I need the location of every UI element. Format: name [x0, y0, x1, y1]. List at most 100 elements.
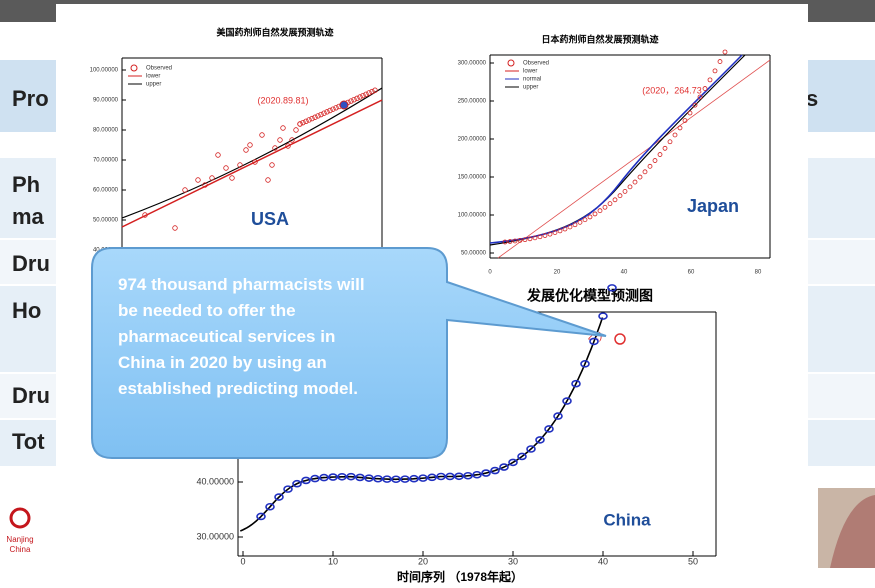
point	[247, 142, 253, 148]
point	[517, 237, 523, 243]
point	[697, 94, 703, 100]
point	[327, 107, 333, 114]
point	[363, 91, 369, 97]
point	[315, 113, 321, 119]
y-tick-label: 90.00000	[93, 98, 119, 104]
row-label: Ho	[12, 298, 41, 323]
point	[445, 472, 455, 481]
point	[256, 512, 266, 521]
point	[277, 137, 283, 143]
point	[532, 235, 538, 241]
row-label: Tot	[12, 429, 45, 454]
trend-curve	[121, 87, 383, 219]
y-tick-label: 100.00000	[458, 213, 487, 219]
y-tick-label: 60.00000	[93, 188, 119, 194]
row-label: Dru	[12, 383, 50, 408]
x-tick-label: 20	[418, 556, 428, 566]
point	[582, 217, 588, 223]
highlight-point	[614, 333, 626, 345]
callout-text: 974 thousand pharmacists will be needed …	[118, 272, 438, 402]
point	[265, 502, 275, 511]
point	[522, 237, 528, 243]
point	[285, 143, 291, 149]
header-text: s	[806, 86, 818, 111]
point	[687, 110, 693, 116]
point	[436, 472, 446, 481]
point	[553, 412, 563, 420]
point	[667, 139, 673, 145]
point	[617, 193, 623, 199]
trend-line	[121, 99, 383, 228]
point	[360, 92, 366, 99]
point	[337, 472, 347, 481]
legend-label: Observed	[523, 61, 549, 67]
point	[229, 175, 235, 181]
legend-label: Observed	[146, 66, 172, 72]
japan-title: 日本药剂师自然发展预测轨迹	[541, 33, 658, 44]
point	[607, 201, 613, 207]
point	[508, 458, 518, 467]
point	[672, 132, 678, 138]
point	[567, 224, 573, 230]
point	[292, 479, 302, 488]
callout-line: 974 thousand pharmacists will	[118, 275, 365, 294]
point	[481, 469, 491, 477]
y-tick-label: 30.00000	[196, 531, 234, 541]
china-title: 发展优化模型预测图	[526, 288, 653, 304]
point	[310, 474, 320, 483]
row-label: Dru	[12, 251, 50, 276]
y-tick-label: 70.00000	[93, 158, 119, 164]
point	[202, 182, 208, 188]
point	[598, 312, 608, 320]
point	[215, 152, 221, 158]
point	[682, 118, 688, 124]
point	[301, 476, 311, 485]
point	[642, 169, 648, 175]
japan-annotation: (2020，264.73	[642, 85, 702, 95]
y-tick-label: 100.00000	[90, 68, 119, 74]
point	[427, 473, 437, 482]
point	[602, 204, 608, 210]
usa-label: USA	[251, 209, 289, 229]
point	[333, 105, 339, 111]
point	[319, 473, 329, 482]
japan-label: Japan	[687, 196, 739, 216]
legend-label: lower	[146, 74, 160, 80]
point	[577, 219, 583, 225]
legend-label: upper	[523, 85, 538, 91]
point	[547, 231, 553, 237]
flower-petal	[830, 495, 875, 568]
point	[369, 88, 375, 95]
point	[409, 474, 419, 483]
usa-annotation: (2020.89.81)	[257, 95, 308, 105]
point	[652, 158, 658, 163]
point	[632, 179, 638, 185]
point	[303, 118, 309, 124]
point	[293, 127, 299, 133]
point	[289, 137, 295, 143]
point	[472, 470, 482, 479]
logo-text: Nanjing	[6, 535, 33, 544]
point	[512, 238, 518, 244]
point	[580, 360, 590, 368]
point	[502, 239, 508, 245]
point	[172, 225, 178, 231]
callout-line: China in 2020 by using an	[118, 353, 327, 372]
point	[507, 239, 513, 244]
y-tick-label: 300.00000	[458, 61, 487, 67]
point	[372, 87, 378, 93]
callout-line: pharmaceutical services in	[118, 327, 336, 346]
point	[662, 145, 668, 151]
x-tick-label: 60	[688, 270, 695, 276]
point	[265, 177, 271, 183]
china-xlabel: 时间序列 （1978年起）	[397, 569, 523, 584]
callout-line: be needed to offer the	[118, 301, 296, 320]
legend-label: lower	[523, 69, 537, 75]
row-label: Ph	[12, 172, 40, 197]
callout-line: established predicting model.	[118, 379, 358, 398]
point	[300, 119, 306, 126]
point	[318, 111, 324, 118]
china-label: China	[603, 510, 651, 529]
logo-text: China	[10, 545, 31, 554]
